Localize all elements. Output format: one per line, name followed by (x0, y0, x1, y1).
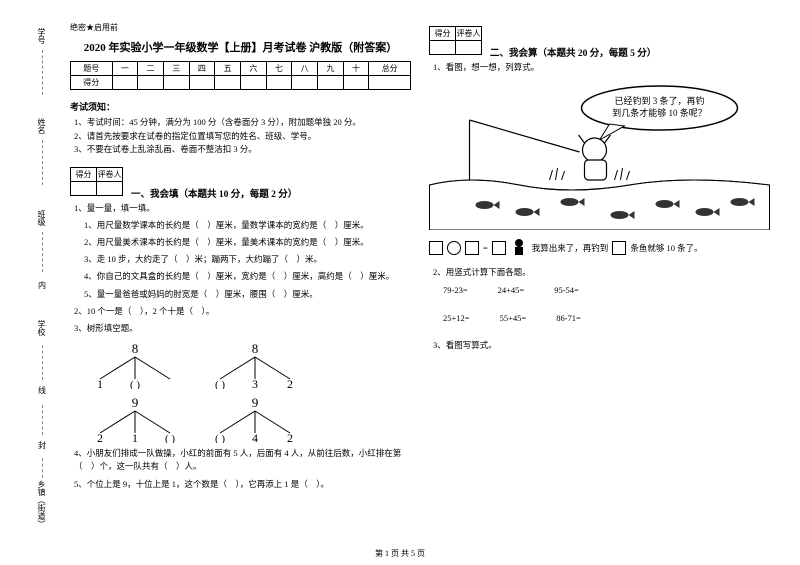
seal-char: 内 (38, 280, 46, 291)
seal-char: 线 (38, 385, 46, 396)
calc-item: 79-23= (443, 285, 468, 295)
page-footer: 第 1 页 共 5 页 (0, 548, 800, 559)
svg-text:2: 2 (287, 431, 293, 443)
number-tree: 8 1 ( ) (80, 341, 190, 389)
margin-label: 乡镇（街道） (36, 480, 47, 528)
calc-row: 25+12= 55+45= 86-71= (443, 313, 770, 323)
question-text: 3、树形填空题。 (74, 322, 411, 335)
seal-char: 封 (38, 440, 46, 451)
question-line: 3、走 10 步，大约走了（ ）米；蹦两下，大约蹦了（ ）米。 (84, 253, 411, 266)
square-shape (429, 241, 443, 255)
question-line: 2、用尺量美术课本的长约是（ ）厘米，量美术课本的宽约是（ ）厘米。 (84, 236, 411, 249)
calc-item: 24+45= (498, 285, 525, 295)
notice-line: 3、不要在试卷上乱涂乱画、卷面不整洁扣 3 分。 (74, 143, 411, 157)
table-row: 题号 一 二 三 四 五 六 七 八 九 十 总分 (71, 62, 411, 76)
notice-line: 2、请首先按要求在试卷的指定位置填写您的姓名、班级、学号。 (74, 130, 411, 144)
score-mini-grid: 得分评卷人 (70, 167, 123, 196)
question-line: 5、量一量爸爸或妈妈的肘宽是（ ）厘米，腰围（ ）厘米。 (84, 288, 411, 301)
calc-item: 95-54= (554, 285, 579, 295)
question-text: 1、量一量，填一填。 (74, 202, 411, 215)
svg-text:8: 8 (132, 341, 139, 356)
shapes-caption: 我算出来了，再钓到 (532, 242, 609, 254)
question-line: 1、用尺量数学课本的长约是（ ）厘米，量数学课本的宽约是（ ）厘米。 (84, 219, 411, 232)
section-header-row: 得分评卷人 一、我会填（本题共 10 分，每题 2 分） (70, 163, 411, 200)
tree-diagram-row: 9 2 1 ( ) 9 ( ) 4 2 (80, 395, 411, 443)
shapes-caption: 条鱼就够 10 条了。 (630, 242, 702, 254)
square-shape (492, 241, 506, 255)
svg-text:已经钓到 3 条了，再钓: 已经钓到 3 条了，再钓 (614, 95, 704, 106)
svg-text:到几条才能够 10 条呢？: 到几条才能够 10 条呢？ (612, 107, 707, 118)
child-icon (510, 238, 528, 258)
left-column: 绝密★启用前 2020 年实验小学一年级数学【上册】月考试卷 沪教版（附答案） … (70, 22, 411, 532)
svg-text:2: 2 (97, 431, 103, 443)
question-text: 3、看图写算式。 (433, 339, 770, 352)
fishing-illustration: 已经钓到 3 条了，再钓 到几条才能够 10 条呢？ (429, 80, 770, 230)
svg-text:9: 9 (132, 395, 139, 410)
svg-text:1: 1 (97, 377, 103, 389)
number-tree: 8 ( ) 3 2 (200, 341, 310, 389)
right-column: 得分评卷人 二、我会算（本题共 20 分，每题 5 分） 1、看图，想一想，列算… (429, 22, 770, 532)
number-tree: 9 ( ) 4 2 (200, 395, 310, 443)
calc-item: 25+12= (443, 313, 470, 323)
question-text: 4、小朋友们排成一队做操，小红的前面有 5 人，后面有 4 人，从前往后数，小红… (74, 447, 411, 473)
score-table: 题号 一 二 三 四 五 六 七 八 九 十 总分 得分 (70, 61, 411, 90)
question-text: 2、用竖式计算下面各题。 (433, 266, 770, 279)
score-mini-grid: 得分评卷人 (429, 26, 482, 55)
exam-title: 2020 年实验小学一年级数学【上册】月考试卷 沪教版（附答案） (70, 39, 411, 55)
square-shape (612, 241, 626, 255)
svg-text:2: 2 (287, 377, 293, 389)
tree-diagram-row: 8 1 ( ) 8 ( ) 3 2 (80, 341, 411, 389)
secret-mark: 绝密★启用前 (70, 22, 411, 33)
calc-item: 86-71= (556, 313, 581, 323)
section-title: 二、我会算（本题共 20 分，每题 5 分） (490, 45, 656, 59)
calc-item: 55+45= (500, 313, 527, 323)
square-shape (465, 241, 479, 255)
question-line: 4、你自己的文具盒的长约是（ ）厘米，宽约是（ ）厘米，高约是（ ）厘米。 (84, 270, 411, 283)
margin-label: 学校 (36, 320, 47, 336)
circle-shape (447, 241, 461, 255)
svg-text:( ): ( ) (130, 379, 140, 389)
margin-label: 姓名 (36, 118, 47, 134)
calc-row: 79-23= 24+45= 95-54= (443, 285, 770, 295)
svg-text:8: 8 (252, 341, 259, 356)
question-text: 1、看图，想一想，列算式。 (433, 61, 770, 74)
svg-text:9: 9 (252, 395, 259, 410)
table-row: 得分 (71, 76, 411, 90)
svg-text:( ): ( ) (215, 379, 225, 389)
notice-line: 1、考试时间：45 分钟，满分为 100 分（含卷面分 3 分），附加题单独 2… (74, 116, 411, 130)
svg-text:( ): ( ) (165, 433, 175, 443)
margin-label: 学号 (36, 28, 47, 44)
question-text: 5、个位上是 9，十位上是 1，这个数是（ ），它再添上 1 是（ ）。 (74, 478, 411, 491)
svg-text:3: 3 (252, 377, 258, 389)
svg-text:1: 1 (132, 431, 138, 443)
binding-column: 学号 姓名 班级 内 学校 线 封 乡镇（街道） (30, 20, 60, 540)
margin-label: 班级 (36, 210, 47, 226)
equation-shapes: = 我算出来了，再钓到 条鱼就够 10 条了。 (429, 238, 770, 258)
page-body: 绝密★启用前 2020 年实验小学一年级数学【上册】月考试卷 沪教版（附答案） … (70, 22, 770, 532)
svg-text:( ): ( ) (215, 433, 225, 443)
notice-heading: 考试须知： (70, 100, 411, 113)
section-title: 一、我会填（本题共 10 分，每题 2 分） (131, 186, 297, 200)
section-header-row: 得分评卷人 二、我会算（本题共 20 分，每题 5 分） (429, 22, 770, 59)
question-text: 2、10 个一是（ ），2 个十是（ ）。 (74, 305, 411, 318)
number-tree: 9 2 1 ( ) (80, 395, 190, 443)
svg-text:4: 4 (252, 431, 258, 443)
